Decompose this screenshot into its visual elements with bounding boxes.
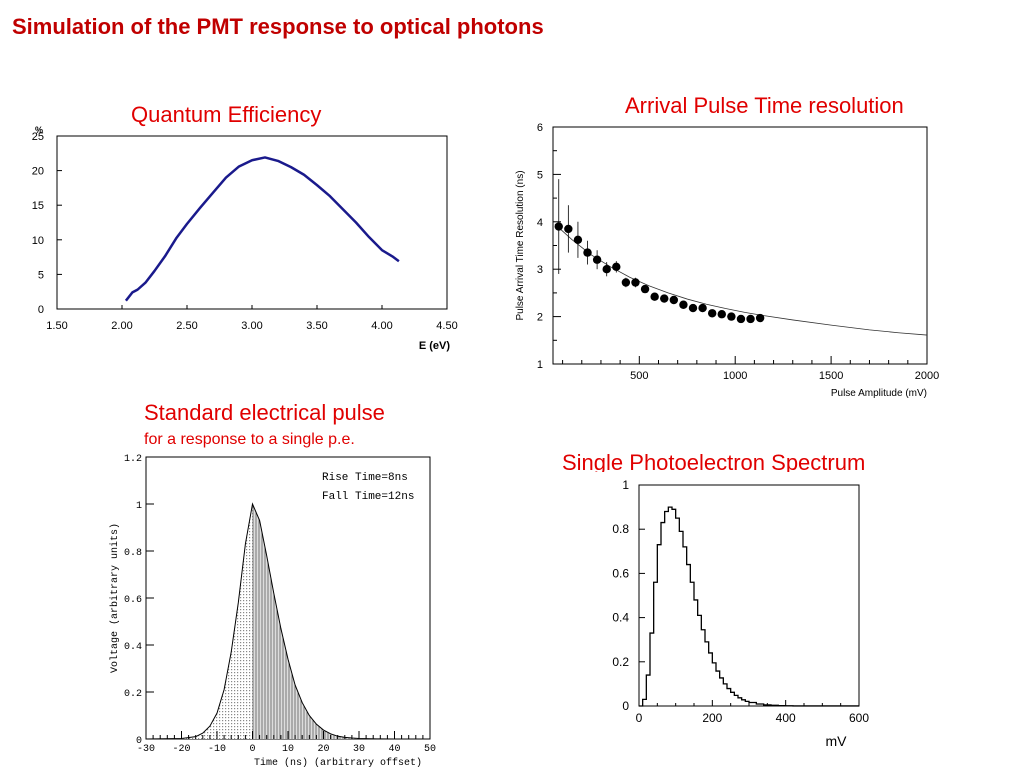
y-tick-label: 0.8 <box>612 522 629 536</box>
y-tick-label: 0.6 <box>124 595 142 606</box>
y-tick-label: 0.2 <box>612 655 629 669</box>
x-tick-label: 0 <box>636 711 643 725</box>
data-point <box>746 314 755 324</box>
data-point <box>631 278 640 287</box>
plot-frame <box>145 456 431 740</box>
qe-title: Quantum Efficiency <box>131 102 322 127</box>
plot-frame <box>638 484 860 707</box>
data-point <box>612 262 621 272</box>
x-tick-label: 1.50 <box>46 320 67 332</box>
slide-title: Simulation of the PMT response to optica… <box>12 14 544 39</box>
data-point <box>755 313 765 323</box>
x-tick-label: 3.00 <box>241 320 262 332</box>
x-tick-label: 600 <box>849 711 869 725</box>
x-axis-label: Time (ns) (arbitrary offset) <box>254 757 422 768</box>
pulse-subtitle: for a response to a single p.e. <box>144 431 355 448</box>
fall-time-annotation: Fall Time=12ns <box>322 491 414 503</box>
y-tick-label: 4 <box>537 217 543 229</box>
x-tick-label: 2.00 <box>111 320 132 332</box>
y-tick-label: 15 <box>32 200 44 212</box>
data-point <box>698 303 707 313</box>
x-tick-label: 1000 <box>723 370 747 382</box>
y-axis-label: Voltage (arbitrary units) <box>109 523 121 673</box>
x-tick-label: 500 <box>630 370 648 382</box>
x-tick-label: 10 <box>282 744 294 755</box>
x-tick-label: 50 <box>424 744 436 755</box>
timing-title: Arrival Pulse Time resolution <box>625 93 904 118</box>
plot-frame <box>552 126 928 365</box>
data-point <box>707 309 717 318</box>
y-tick-label: 1 <box>537 359 543 371</box>
y-tick-label: 0.6 <box>612 566 629 580</box>
pulse-title: Standard electrical pulse <box>144 400 385 425</box>
x-tick-label: -20 <box>172 744 190 755</box>
x-tick-label: 1500 <box>819 370 843 382</box>
rise-time-annotation: Rise Time=8ns <box>322 472 408 484</box>
x-tick-label: 4.00 <box>371 320 392 332</box>
data-point <box>564 224 573 234</box>
data-point <box>583 248 592 257</box>
y-tick-label: 0.4 <box>612 611 629 625</box>
data-point <box>640 284 650 294</box>
x-axis-label: mV <box>826 733 848 749</box>
y-tick-label: 0 <box>38 304 44 316</box>
data-point <box>679 300 688 309</box>
y-tick-label: 1 <box>622 478 629 492</box>
x-tick-label: 2.50 <box>176 320 197 332</box>
plot-frame <box>56 135 448 310</box>
data-point <box>621 278 631 287</box>
y-tick-label: 0.8 <box>124 548 142 559</box>
x-tick-label: 20 <box>317 744 329 755</box>
pulse-rise-area <box>146 504 253 739</box>
x-tick-label: 40 <box>388 744 400 755</box>
y-tick-label: 0 <box>622 699 629 713</box>
x-tick-label: 30 <box>353 744 365 755</box>
y-tick-label: 0.2 <box>124 689 142 700</box>
x-axis-label: E (eV) <box>419 340 451 352</box>
data-point <box>650 292 659 301</box>
spe-histogram <box>639 506 859 707</box>
data-point <box>669 295 679 305</box>
x-axis-label: Pulse Amplitude (mV) <box>831 388 927 399</box>
y-axis-label: % <box>35 125 43 135</box>
y-axis-label: Pulse Arrival Time Resolution (ns) <box>515 170 526 320</box>
data-point <box>727 312 736 321</box>
y-tick-label: 6 <box>537 122 543 134</box>
y-tick-label: 20 <box>32 166 44 178</box>
pulse-curve <box>145 502 430 740</box>
x-tick-label: 3.50 <box>306 320 327 332</box>
data-point <box>717 310 726 319</box>
y-tick-label: 1 <box>136 501 142 512</box>
x-tick-label: 4.50 <box>436 320 457 332</box>
y-tick-label: 25 <box>32 131 44 143</box>
x-tick-label: 0 <box>249 744 255 755</box>
x-tick-label: 200 <box>702 711 722 725</box>
pulse-fall-area <box>252 504 430 739</box>
qe-curve <box>124 156 400 302</box>
fit-curve <box>554 223 928 336</box>
y-tick-label: 0 <box>136 736 142 747</box>
y-tick-label: 0.4 <box>124 642 142 653</box>
data-point <box>554 222 563 231</box>
y-tick-label: 1.2 <box>124 454 142 465</box>
x-tick-label: -10 <box>208 744 226 755</box>
y-tick-label: 10 <box>32 235 44 247</box>
data-point <box>573 235 583 245</box>
y-tick-label: 5 <box>38 269 44 281</box>
data-point <box>736 314 746 324</box>
data-point <box>688 303 698 313</box>
y-tick-label: 2 <box>537 312 543 324</box>
data-point <box>602 265 611 274</box>
y-tick-label: 3 <box>537 264 543 276</box>
data-point <box>660 294 669 303</box>
x-tick-label: -30 <box>137 744 155 755</box>
y-tick-label: 5 <box>537 169 543 181</box>
spe-title: Single Photoelectron Spectrum <box>562 450 866 472</box>
x-tick-label: 2000 <box>915 370 939 382</box>
x-tick-label: 400 <box>776 711 796 725</box>
data-point <box>592 255 602 264</box>
